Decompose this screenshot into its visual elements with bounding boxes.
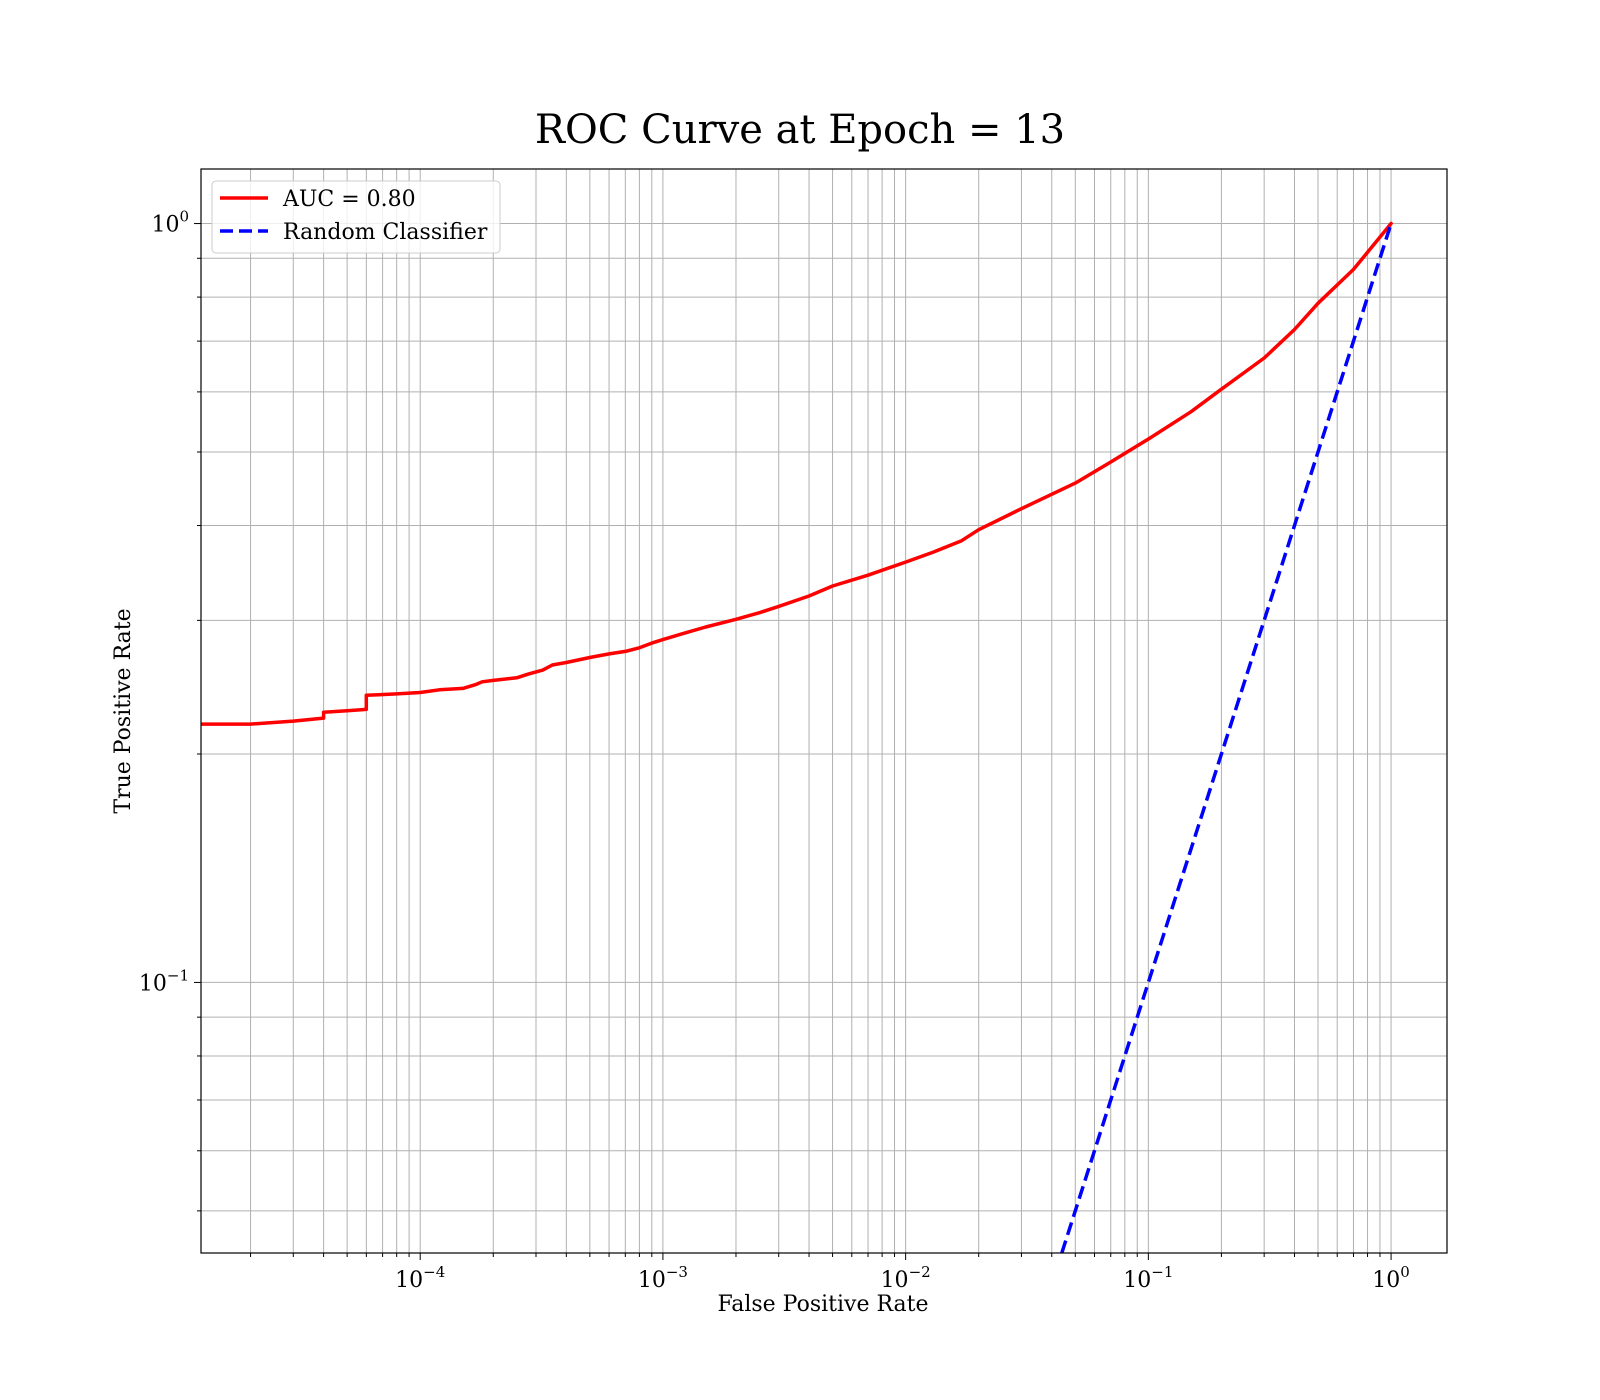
y-axis-label: True Positive Rate xyxy=(111,608,136,813)
random-classifier-line xyxy=(1060,222,1393,1253)
x-tick-label: 10−2 xyxy=(881,1263,931,1293)
legend-label-auc: AUC = 0.80 xyxy=(282,187,416,212)
series-layer xyxy=(201,221,1393,1253)
grid-lines xyxy=(201,169,1447,1253)
tick-labels: 10−4 10−3 10−2 10−1 100 10−1 100 xyxy=(139,208,1410,1293)
x-tick-label: 10−1 xyxy=(1123,1263,1173,1293)
legend-label-random: Random Classifier xyxy=(283,220,488,245)
tick-marks xyxy=(194,223,1392,1260)
plot-frame xyxy=(200,168,1448,1254)
x-tick-label: 10−4 xyxy=(395,1263,445,1293)
roc-curve-line xyxy=(201,221,1393,726)
y-tick-label: 10−1 xyxy=(139,966,189,996)
legend-box xyxy=(211,180,501,254)
y-tick-label: 100 xyxy=(151,208,189,238)
chart-title: ROC Curve at Epoch = 13 xyxy=(535,107,1065,153)
x-tick-label: 100 xyxy=(1372,1263,1410,1293)
legend: AUC = 0.80 Random Classifier xyxy=(211,180,501,254)
x-tick-label: 10−3 xyxy=(638,1263,688,1293)
x-axis-label: False Positive Rate xyxy=(717,1292,928,1317)
